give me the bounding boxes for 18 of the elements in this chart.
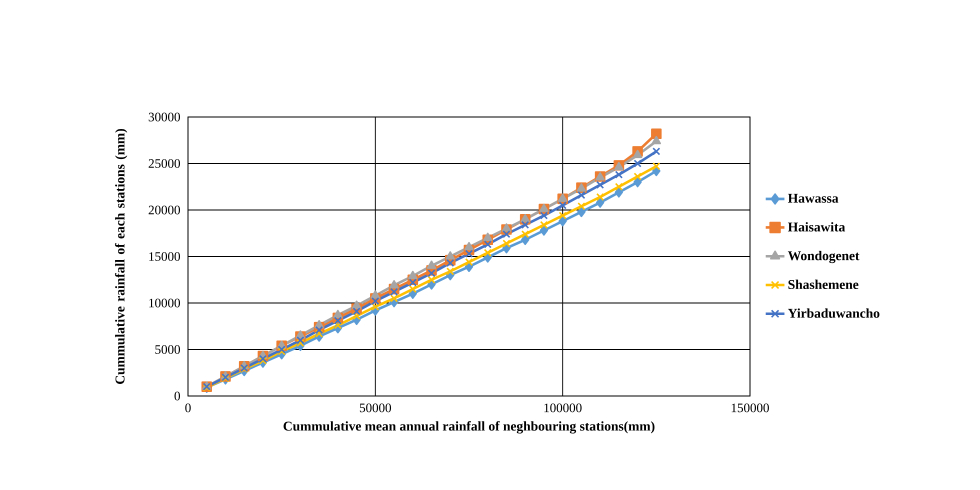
y-tick-label: 10000	[149, 298, 180, 308]
x-tick-label: 100000	[544, 404, 582, 412]
y-tick-label: 0	[174, 392, 180, 400]
y-tick-label: 20000	[148, 206, 180, 214]
y-axis-title: Cummulative rainfall of each stations (mm)	[114, 128, 128, 384]
legend-label: Shashemene	[788, 280, 858, 290]
x-tick-label: 150000	[732, 404, 769, 412]
y-tick-label: 5000	[155, 345, 180, 354]
x-axis-title: Cummulative mean annual rainfall of neghbouring stations(mm)	[284, 421, 654, 434]
y-tick-label: 15000	[149, 252, 180, 261]
y-tick-label: 30000	[148, 112, 180, 122]
legend-label: Hawassa	[788, 194, 838, 203]
legend-label: Wondogenet	[788, 250, 860, 264]
x-tick-label: 50000	[360, 404, 392, 412]
legend-label: Yirbaduwancho	[788, 308, 880, 318]
y-tick-label: 25000	[148, 159, 180, 168]
legend-label: Haisawita	[788, 222, 846, 232]
x-tick-label: 0	[185, 404, 191, 412]
